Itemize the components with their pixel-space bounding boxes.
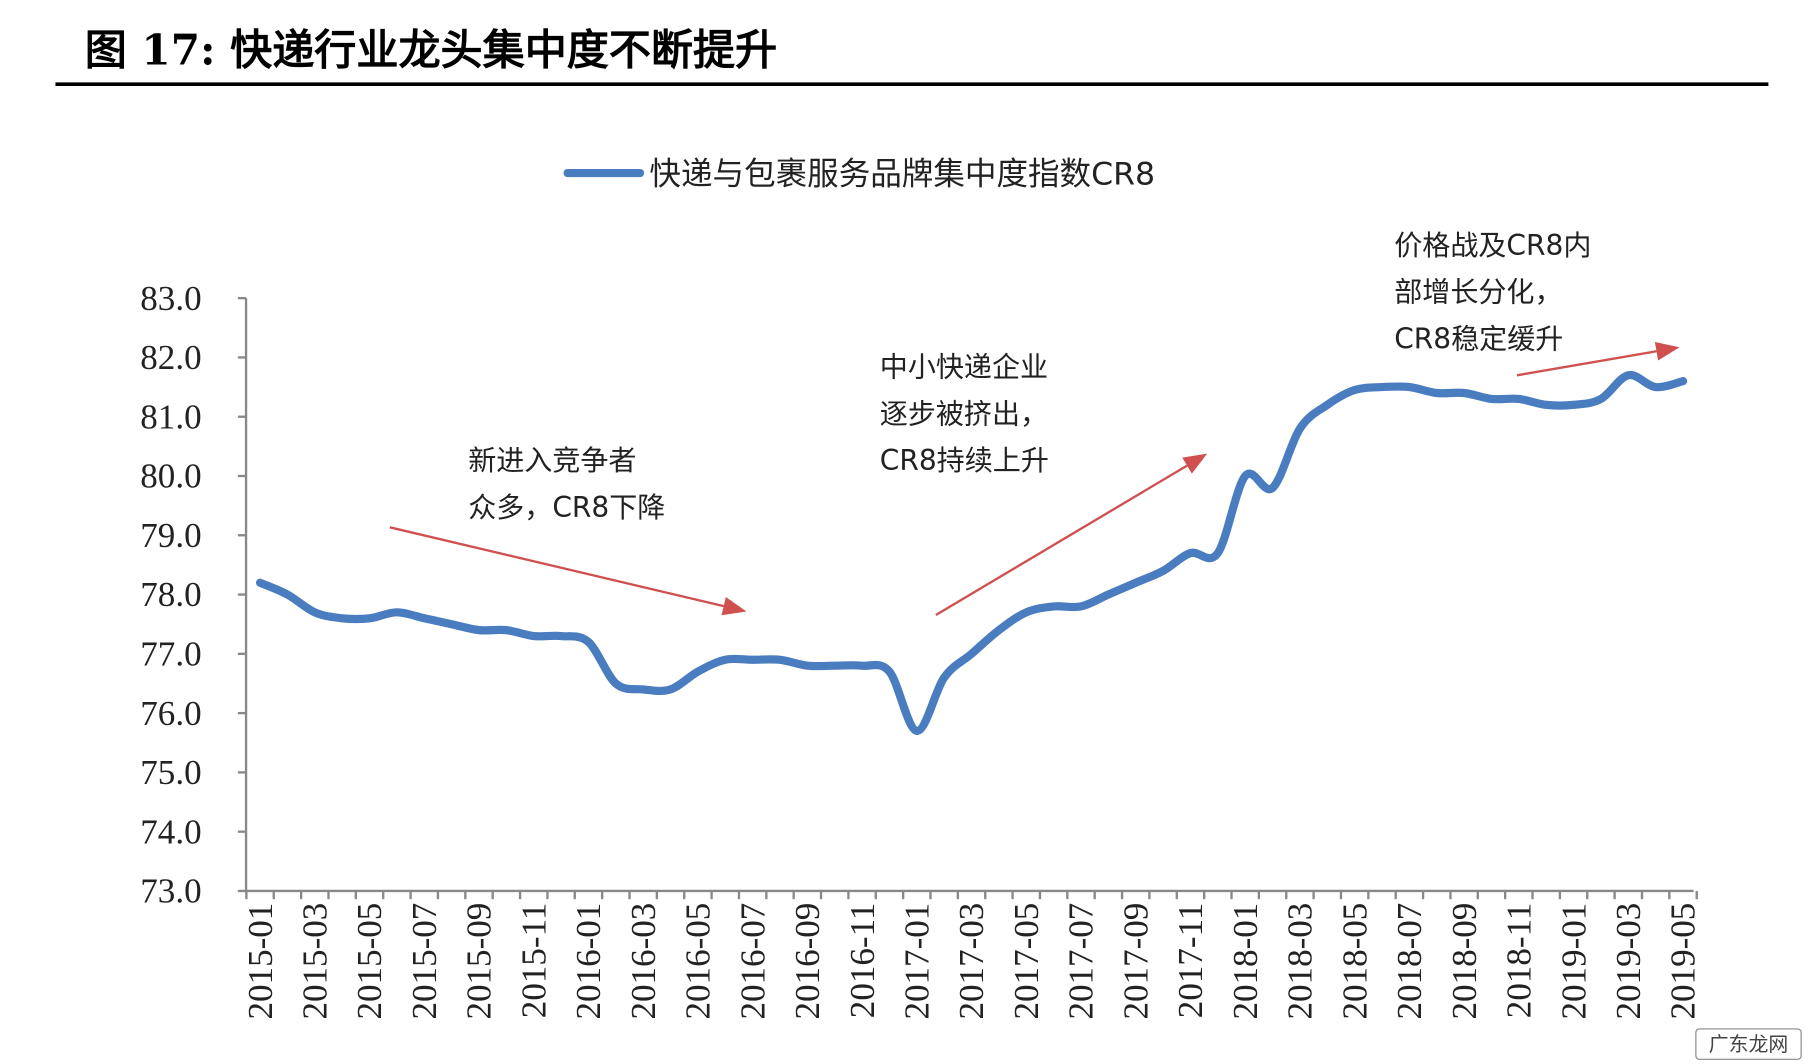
- x-tick-label: 2017-03: [952, 903, 991, 1020]
- annotation-text: 众多，CR8下降: [468, 491, 665, 524]
- series-line-cr8: [255, 371, 1688, 735]
- arrow-head: [721, 597, 747, 616]
- x-tick-label: 2019-03: [1609, 903, 1648, 1020]
- x-tick-label: 2017-05: [1007, 903, 1046, 1020]
- y-tick-label: 80.0: [140, 457, 201, 496]
- x-tick-label: 2016-05: [679, 903, 718, 1020]
- x-tick-label: 2017-09: [1116, 903, 1155, 1020]
- x-tick-label: 2016-07: [733, 903, 772, 1020]
- x-tick-label: 2015-09: [460, 903, 499, 1020]
- annotation-text: 新进入竞争者: [468, 444, 636, 477]
- x-tick-label: 2017-01: [898, 903, 937, 1020]
- y-tick-label: 73.0: [140, 872, 201, 911]
- figure-title: 图 17: 快递行业龙头集中度不断提升: [85, 24, 777, 74]
- legend-label: 快递与包裹服务品牌集中度指数CR8: [649, 157, 1155, 193]
- x-tick-label: 2017-11: [1171, 903, 1210, 1019]
- x-tick-label: 2019-01: [1554, 903, 1593, 1020]
- x-tick-label: 2015-01: [241, 903, 280, 1020]
- y-tick-label: 79.0: [140, 516, 201, 555]
- y-tick-label: 82.0: [140, 338, 201, 377]
- annotation-text: 价格战及CR8内: [1394, 229, 1591, 262]
- x-tick-label: 2015-03: [295, 903, 334, 1020]
- y-tick-label: 81.0: [140, 397, 201, 436]
- y-tick-label: 76.0: [140, 694, 201, 733]
- legend: 快递与包裹服务品牌集中度指数CR8: [563, 157, 1155, 193]
- annotation-arrows: [389, 342, 1680, 617]
- arrow-head: [1654, 342, 1680, 361]
- x-tick-label: 2015-05: [350, 903, 389, 1020]
- arrow-shaft: [1516, 350, 1657, 377]
- watermark-text: 广东龙网: [1709, 1033, 1788, 1056]
- arrow-shaft: [389, 526, 724, 608]
- x-tick-label: 2015-07: [405, 903, 444, 1020]
- y-tick-label: 78.0: [140, 575, 201, 614]
- x-tick-label: 2018-11: [1500, 903, 1539, 1019]
- x-tick-label: 2016-11: [843, 903, 882, 1019]
- arrow-head: [1182, 453, 1208, 474]
- annotation-text: CR8持续上升: [880, 444, 1049, 477]
- x-tick-label: 2018-05: [1335, 903, 1374, 1020]
- annotation-text: 部增长分化，: [1394, 276, 1562, 309]
- x-tick-label: 2018-03: [1281, 903, 1320, 1020]
- x-tick-label: 2018-09: [1445, 903, 1484, 1020]
- y-tick-label: 74.0: [140, 812, 201, 851]
- x-tick-label: 2015-11: [514, 903, 553, 1019]
- x-tick-label: 2018-01: [1226, 903, 1265, 1020]
- watermark: 广东龙网: [1695, 1028, 1802, 1060]
- annotation-text: CR8稳定缓升: [1394, 322, 1563, 355]
- arrow-shaft: [935, 464, 1188, 617]
- x-tick-label: 2016-03: [624, 903, 663, 1020]
- axes: 73.0 74.0 75.0 76.0 77.0 78.0 79.0 80.0 81.0 82.0…: [140, 279, 1702, 1020]
- x-tick-label: 2018-07: [1390, 903, 1429, 1020]
- y-tick-label: 77.0: [140, 635, 201, 674]
- x-tick-label: 2016-01: [569, 903, 608, 1020]
- x-tick-label: 2017-07: [1062, 903, 1101, 1020]
- annotation-text: 中小快递企业: [880, 350, 1048, 383]
- y-tick-label: 75.0: [140, 753, 201, 792]
- annotation-text: 逐步被挤出，: [880, 397, 1048, 430]
- x-tick-label: 2016-09: [788, 903, 827, 1020]
- y-tick-label: 83.0: [140, 279, 201, 318]
- x-tick-label: 2019-05: [1664, 903, 1703, 1020]
